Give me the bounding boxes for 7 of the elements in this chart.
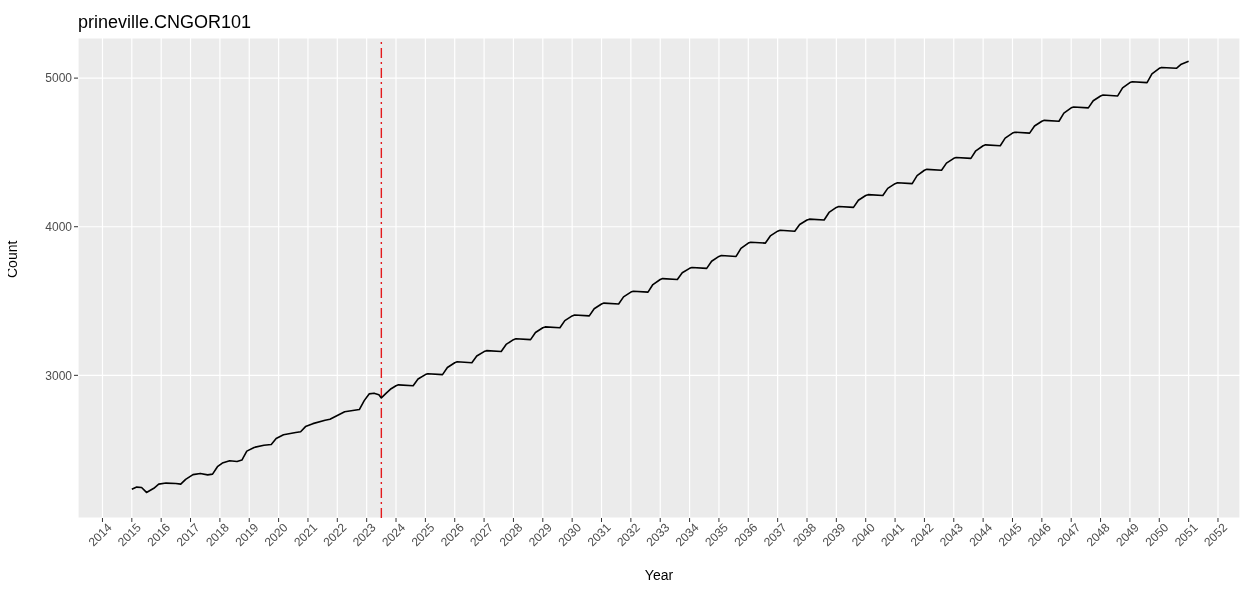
x-axis-title: Year xyxy=(644,567,674,583)
y-axis-title: Count xyxy=(3,240,20,278)
line-series xyxy=(131,60,1190,494)
chart-title: prineville.CNGOR101 xyxy=(77,11,253,34)
y-tick-label: 3000 xyxy=(45,368,73,383)
y-tick-label: 4000 xyxy=(45,219,73,234)
y-tick-label: 5000 xyxy=(45,71,73,86)
